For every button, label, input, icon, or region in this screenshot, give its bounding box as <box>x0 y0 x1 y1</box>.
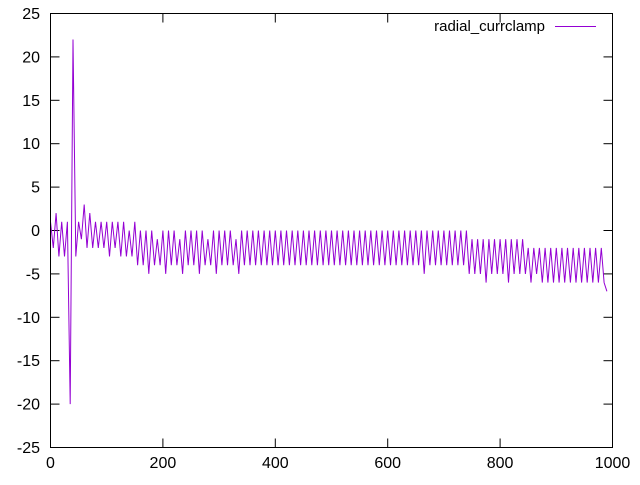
y-tick-label: -20 <box>17 397 40 414</box>
x-tick-label: 600 <box>374 455 401 472</box>
y-tick-label: -5 <box>26 266 40 283</box>
y-tick-label: -15 <box>17 353 40 370</box>
x-tick-label: 400 <box>262 455 289 472</box>
legend: radial_currclamp <box>434 18 596 35</box>
x-tick-label: 200 <box>150 455 177 472</box>
y-tick-label: 15 <box>22 93 40 110</box>
y-tick-label: 25 <box>22 6 40 23</box>
x-tick-label: 800 <box>487 455 514 472</box>
y-tick-label: 20 <box>22 49 40 66</box>
y-tick-label: -10 <box>17 310 40 327</box>
x-tick-label: 0 <box>46 455 55 472</box>
series-line-radial-currclamp <box>50 39 608 405</box>
y-tick-label: 10 <box>22 136 40 153</box>
y-tick-label: 5 <box>31 180 40 197</box>
y-tick-label: 0 <box>31 223 40 240</box>
plot-border <box>50 13 613 448</box>
x-tick-label: 1000 <box>595 455 631 472</box>
tick-labels: -25 -20 -15 -10 -5 0 5 10 15 20 25 0 200 400 600 800 100… <box>17 6 631 472</box>
legend-label: radial_currclamp <box>434 18 545 35</box>
y-tick-label: -25 <box>17 440 40 457</box>
